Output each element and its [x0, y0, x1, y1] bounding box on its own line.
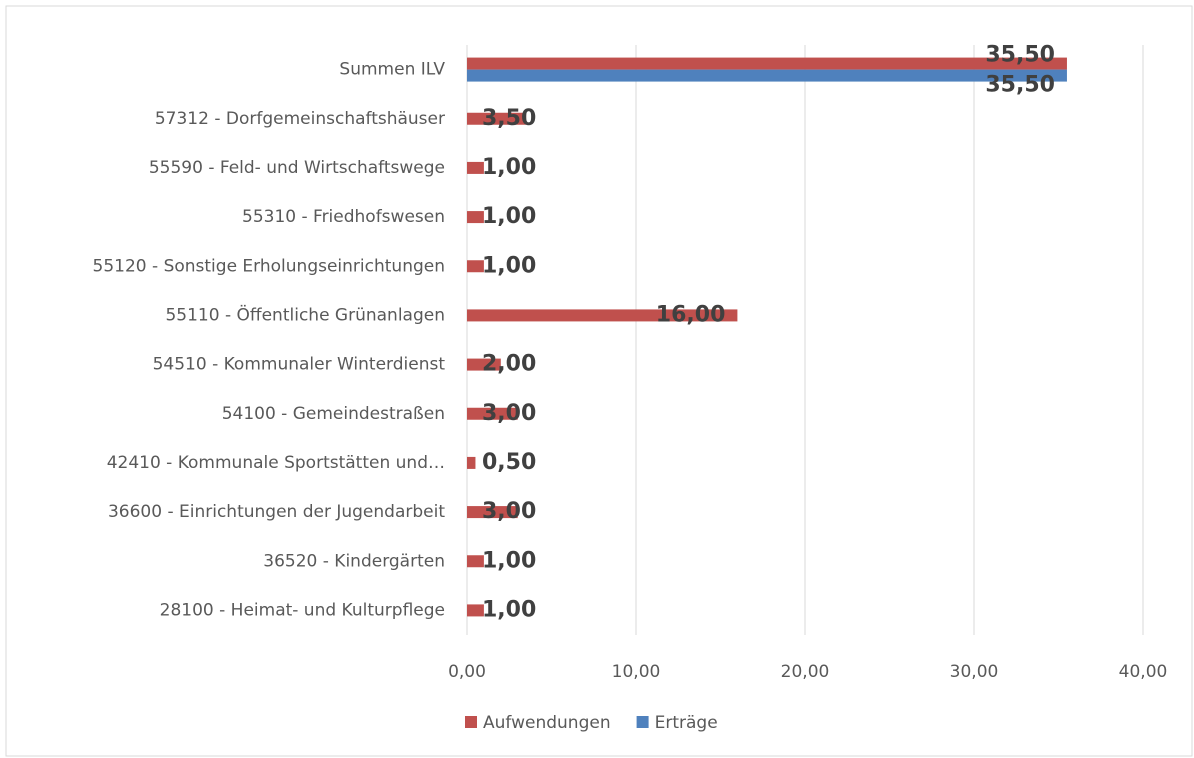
x-tick-label: 0,00 — [448, 662, 486, 682]
x-tick-label: 30,00 — [950, 662, 999, 682]
legend-label: Aufwendungen — [483, 713, 611, 733]
bar — [467, 309, 738, 322]
y-tick-label: 42410 - Kommunale Sportstätten und… — [107, 453, 445, 473]
y-tick-label: 54510 - Kommunaler Winterdienst — [153, 355, 446, 375]
y-tick-label: 55110 - Öffentliche Grünanlagen — [165, 303, 445, 325]
legend-label: Erträge — [655, 713, 718, 733]
bar — [467, 57, 1067, 70]
y-tick-label: 57312 - Dorfgemeinschaftshäuser — [155, 109, 445, 129]
value-label: 3,50 — [482, 106, 536, 131]
bar — [467, 358, 501, 371]
bar — [467, 407, 518, 420]
value-label: 35,50 — [985, 73, 1055, 98]
legend-swatch — [636, 716, 649, 728]
chart-frame — [5, 5, 1193, 757]
y-tick-label: 55310 - Friedhofswesen — [242, 207, 445, 227]
value-label: 3,00 — [482, 499, 536, 524]
bar — [467, 161, 484, 174]
value-label: 1,00 — [482, 155, 536, 180]
value-label: 16,00 — [656, 302, 726, 327]
legend-swatch — [465, 716, 477, 728]
value-label: 3,00 — [482, 401, 536, 426]
y-tick-label: 28100 - Heimat- und Kulturpflege — [160, 600, 445, 620]
bar — [467, 456, 476, 469]
value-label: 35,50 — [985, 43, 1055, 68]
bar — [467, 555, 484, 568]
x-tick-label: 10,00 — [612, 662, 661, 682]
y-tick-label: 54100 - Gemeindestraßen — [222, 404, 445, 424]
value-label: 1,00 — [482, 548, 536, 573]
x-tick-label: 20,00 — [781, 662, 830, 682]
bar — [467, 506, 518, 519]
y-tick-label: 36520 - Kindergärten — [263, 551, 445, 571]
value-label: 0,50 — [482, 450, 536, 475]
bar — [467, 260, 484, 273]
y-tick-label: 36600 - Einrichtungen der Jugendarbeit — [108, 502, 445, 522]
y-tick-label: Summen ILV — [339, 60, 445, 80]
y-tick-label: 55590 - Feld- und Wirtschaftswege — [149, 158, 445, 178]
bar — [467, 69, 1067, 82]
bar — [467, 112, 527, 125]
value-label: 1,00 — [482, 597, 536, 622]
value-label: 1,00 — [482, 253, 536, 278]
value-label: 1,00 — [482, 204, 536, 229]
value-label: 2,00 — [482, 352, 536, 377]
x-tick-label: 40,00 — [1119, 662, 1168, 682]
bar — [467, 211, 484, 224]
y-tick-label: 55120 - Sonstige Erholungseinrichtungen — [93, 256, 445, 276]
bar — [467, 604, 484, 617]
